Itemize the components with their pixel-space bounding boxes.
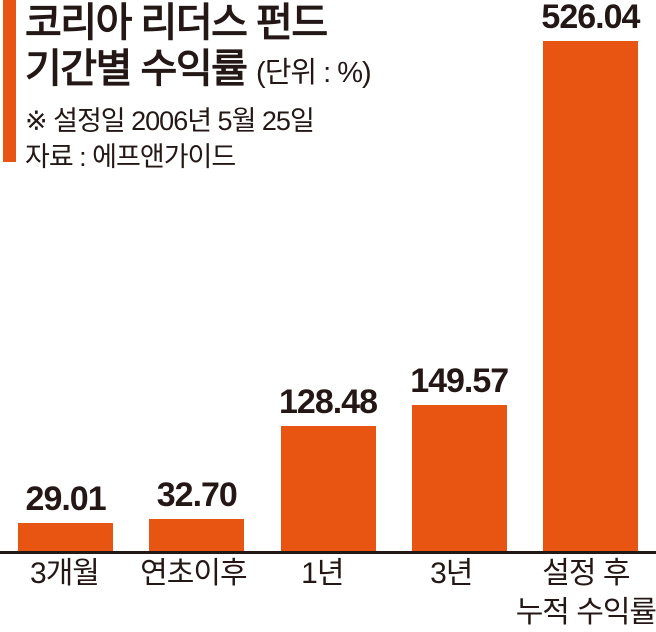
chart-header: 코리아 리더스 펀드 기간별 수익률 (단위 : %) ※ 설정일 2006년 5…	[25, 0, 372, 173]
bar-column: 128.48	[262, 0, 393, 551]
category-label: 1년	[301, 557, 344, 590]
bar	[149, 519, 245, 551]
bar-value-label: 149.57	[410, 362, 509, 400]
chart-columns: 29.01 32.70 128.48 149.57 526.04	[0, 0, 656, 551]
bar-column: 526.04	[525, 0, 656, 551]
chart-title: 코리아 리더스 펀드 기간별 수익률 (단위 : %)	[25, 0, 372, 96]
bar-value-label: 32.70	[156, 476, 238, 514]
chart-title-line1: 코리아 리더스 펀드	[25, 1, 328, 45]
category-label: 설정 후 누적 수익률	[515, 557, 656, 629]
bar-column: 32.70	[131, 0, 262, 551]
bar	[411, 405, 507, 551]
chart-title-line2: 기간별 수익률	[25, 47, 248, 91]
bar	[542, 41, 638, 551]
data-source-note: 자료 : 에프앤가이드	[25, 142, 236, 172]
x-axis-line	[0, 551, 656, 554]
category-label: 3개월	[30, 557, 100, 590]
inception-date-note: ※ 설정일 2006년 5월 25일	[25, 106, 315, 136]
bar-value-label: 29.01	[25, 480, 107, 518]
bar	[18, 523, 114, 551]
bar-value-label: 128.48	[279, 383, 378, 421]
title-accent-bar	[3, 0, 16, 162]
bar-column: 29.01	[0, 0, 131, 551]
category-label-row: 3개월 연초이후 1년 3년 설정 후 누적 수익률	[0, 554, 656, 632]
category-label: 3년	[430, 557, 473, 590]
bar-value-label: 526.04	[541, 0, 640, 36]
unit-label: (단위 : %)	[256, 57, 372, 89]
category-label: 연초이후	[140, 557, 247, 590]
bar-column: 149.57	[394, 0, 525, 551]
bar	[280, 426, 376, 551]
